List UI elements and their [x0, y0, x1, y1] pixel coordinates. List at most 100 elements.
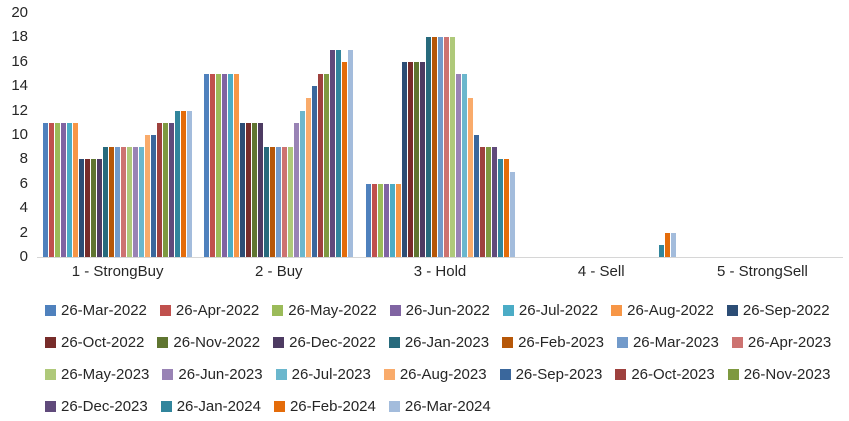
legend-item: 26-Dec-2022: [273, 334, 376, 351]
legend-item: 26-Jun-2023: [162, 365, 263, 383]
legend-swatch-icon: [273, 336, 285, 348]
legend-swatch-icon: [726, 304, 738, 316]
legend-item-label: 26-Dec-2023: [61, 397, 148, 415]
legend-swatch-icon: [731, 336, 743, 348]
legend-item-label: 26-Aug-2022: [627, 301, 714, 319]
x-axis-label: 5 - StrongSell: [716, 263, 808, 280]
legend-item-label: 26-Jan-2023: [404, 333, 490, 351]
legend-item: 26-Dec-2023: [45, 398, 148, 415]
legend: 26-Mar-2022 26-Apr-2022 26-May-2022 26-Jun-…: [45, 294, 845, 421]
legend-item: 26-Apr-2023: [731, 333, 832, 351]
bar-26-Apr-2023: [121, 147, 127, 257]
legend-swatch-icon: [275, 368, 287, 380]
legend-swatch-icon: [611, 304, 623, 316]
legend-item-label: 26-Apr-2022: [175, 301, 260, 319]
bar-26-Oct-2022: [407, 61, 413, 257]
x-axis-label: 3 - Hold: [413, 263, 467, 280]
bar-26-Feb-2024: [664, 232, 670, 257]
legend-swatch-icon: [45, 336, 56, 348]
bar-26-Nov-2023: [163, 122, 169, 257]
bar-group-3: [359, 13, 520, 257]
bar-26-Jan-2023: [103, 147, 109, 257]
bar-26-Jan-2023: [264, 147, 270, 257]
bar-26-Mar-2024: [187, 110, 193, 257]
y-tick-label: 14: [11, 77, 28, 95]
legend-swatch-icon: [616, 336, 628, 348]
legend-swatch-icon: [615, 368, 627, 380]
legend-item-label: 26-Dec-2022: [289, 333, 376, 351]
legend-item-label: 26-Oct-2023: [631, 365, 715, 383]
bar-26-Oct-2022: [85, 159, 91, 257]
legend-swatch-icon: [389, 304, 401, 316]
bar-26-Apr-2023: [443, 37, 449, 257]
legend-item: 26-Oct-2023: [615, 365, 715, 383]
legend-item-label: 26-Jun-2022: [405, 301, 490, 319]
bar-26-Nov-2022: [91, 159, 97, 257]
legend-swatch-icon: [160, 400, 172, 412]
legend-swatch-icon: [273, 400, 285, 412]
legend-row: 26-Mar-2022 26-Apr-2022 26-May-2022 26-Jun-…: [45, 294, 845, 326]
x-axis-label: 2 - Buy: [255, 263, 303, 280]
y-tick-label: 10: [11, 126, 28, 143]
y-tick-label: 20: [11, 4, 28, 21]
bar-26-Nov-2023: [324, 74, 330, 257]
legend-item-label: 26-Nov-2023: [743, 365, 831, 383]
y-tick-label: 16: [11, 52, 28, 70]
bar-26-Feb-2024: [181, 110, 187, 257]
bar-26-Jun-2022: [222, 74, 228, 257]
bar-26-May-2023: [127, 147, 133, 257]
bar-26-Feb-2023: [431, 37, 437, 257]
legend-swatch-icon: [499, 368, 511, 380]
legend-swatch-icon: [272, 304, 284, 316]
bar-26-Sep-2022: [79, 159, 85, 257]
y-tick-label: 0: [19, 248, 28, 265]
bar-26-Apr-2022: [210, 74, 216, 257]
bar-group-1: [37, 13, 198, 257]
legend-swatch-icon: [502, 304, 514, 316]
bar-26-Jan-2023: [425, 37, 431, 257]
legend-item: 26-May-2023: [45, 366, 149, 383]
bar-26-Sep-2022: [240, 122, 246, 257]
legend-item-label: 26-Apr-2023: [747, 333, 832, 351]
bar-26-Sep-2023: [473, 135, 479, 257]
bar-26-Jan-2024: [175, 110, 181, 257]
legend-item-label: 26-May-2023: [61, 365, 150, 383]
legend-item-label: 26-Feb-2023: [518, 333, 604, 351]
bar-26-Jan-2024: [497, 159, 503, 257]
bar-26-Mar-2024: [348, 49, 354, 257]
bar-26-Mar-2023: [276, 147, 282, 257]
legend-swatch-icon: [45, 304, 56, 316]
legend-swatch-icon: [727, 368, 739, 380]
plot-area: [37, 13, 843, 258]
bar-26-May-2022: [377, 183, 383, 257]
legend-item-label: 26-Mar-2024: [404, 397, 491, 415]
legend-swatch-icon: [388, 336, 400, 348]
legend-item: 26-Sep-2023: [499, 366, 602, 383]
legend-item: 26-Nov-2022: [157, 334, 260, 351]
y-axis: 0 2 4 6 8 10 12 14 16 18 20: [0, 4, 28, 265]
y-tick-label: 2: [19, 223, 28, 241]
bar-26-Jun-2023: [455, 74, 461, 257]
x-axis-label: 4 - Sell: [577, 263, 625, 280]
y-tick-label: 18: [11, 28, 28, 46]
legend-swatch-icon: [502, 336, 514, 348]
legend-item-label: 26-Nov-2022: [173, 333, 261, 351]
bar-26-Jun-2022: [383, 183, 389, 257]
legend-item: 26-Aug-2022: [611, 302, 714, 319]
bar-26-Dec-2022: [97, 159, 103, 257]
bar-26-Aug-2023: [145, 135, 151, 257]
legend-item-label: 26-Aug-2023: [399, 365, 487, 383]
bar-26-Nov-2022: [252, 122, 258, 257]
bar-group-2: [198, 13, 359, 257]
legend-item: 26-Aug-2023: [383, 365, 487, 383]
bar-26-Dec-2023: [330, 49, 336, 257]
bar-26-Jul-2023: [139, 147, 145, 257]
bar-26-Nov-2023: [485, 147, 491, 257]
bar-26-Mar-2022: [365, 183, 371, 257]
bar-26-Mar-2024: [670, 232, 676, 257]
legend-item-label: 26-Jun-2023: [178, 365, 263, 383]
bar-26-Mar-2022: [204, 74, 210, 257]
legend-item: 26-Mar-2024: [388, 397, 491, 415]
legend-item: 26-May-2022: [272, 302, 377, 319]
legend-swatch-icon: [159, 304, 171, 316]
